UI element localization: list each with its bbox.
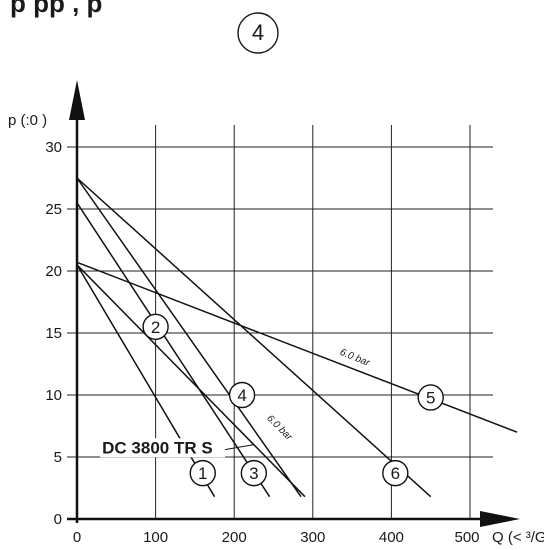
series-line-1 xyxy=(76,264,216,498)
series xyxy=(76,177,518,498)
series-line-2 xyxy=(76,264,306,498)
series-marker-circle xyxy=(417,384,444,411)
y-tick-label: 25 xyxy=(45,201,62,218)
y-tick-label: 5 xyxy=(54,449,62,466)
x-axis-arrow xyxy=(480,511,520,527)
grid xyxy=(67,125,493,519)
series-marker-circle xyxy=(142,313,169,340)
x-tick-label: 0 xyxy=(73,529,81,546)
series-line-5 xyxy=(76,261,518,433)
series-marker-circle xyxy=(240,459,268,487)
x-tick-label: 200 xyxy=(222,529,247,546)
partial-header-text: p pp , p xyxy=(10,0,102,18)
x-axis-label: Q (< ³/G) xyxy=(492,529,544,546)
y-tick-label: 30 xyxy=(45,139,62,156)
x-tick-label: 500 xyxy=(454,529,479,546)
series-marker-label: 6 xyxy=(391,464,400,483)
y-tick-label: 20 xyxy=(45,263,62,280)
product-label-background xyxy=(100,438,226,458)
badge-number: 4 xyxy=(252,20,264,45)
series-marker-circle xyxy=(382,459,409,487)
series-marker-label: 2 xyxy=(151,318,160,337)
x-tick-label: 300 xyxy=(300,529,325,546)
chart-header: p pp , p 4 xyxy=(10,0,279,54)
y-axis-arrow xyxy=(69,80,85,120)
series-marker-circle xyxy=(189,459,216,487)
pressure-annotation: 6.0 bar xyxy=(264,413,294,443)
series-marker-label: 5 xyxy=(426,388,435,407)
series-line-4 xyxy=(76,177,302,498)
series-marker-circle xyxy=(228,381,256,409)
series-marker-label: 1 xyxy=(198,464,207,483)
y-axis-label: p (:0 ) xyxy=(8,112,47,129)
series-labels: 1 2 3 4 5 6 xyxy=(142,313,444,487)
series-marker-label: 4 xyxy=(237,386,246,405)
product-label: DC 3800 TR S xyxy=(102,438,213,457)
y-tick-label: 15 xyxy=(45,325,62,342)
series-marker-label: 3 xyxy=(249,464,258,483)
y-tick-label: 10 xyxy=(45,387,62,404)
y-tick-label: 0 xyxy=(54,511,62,528)
x-tick-label: 400 xyxy=(379,529,404,546)
series-line-6 xyxy=(76,177,432,498)
badge-circle xyxy=(237,12,279,54)
x-tick-label: 100 xyxy=(143,529,168,546)
